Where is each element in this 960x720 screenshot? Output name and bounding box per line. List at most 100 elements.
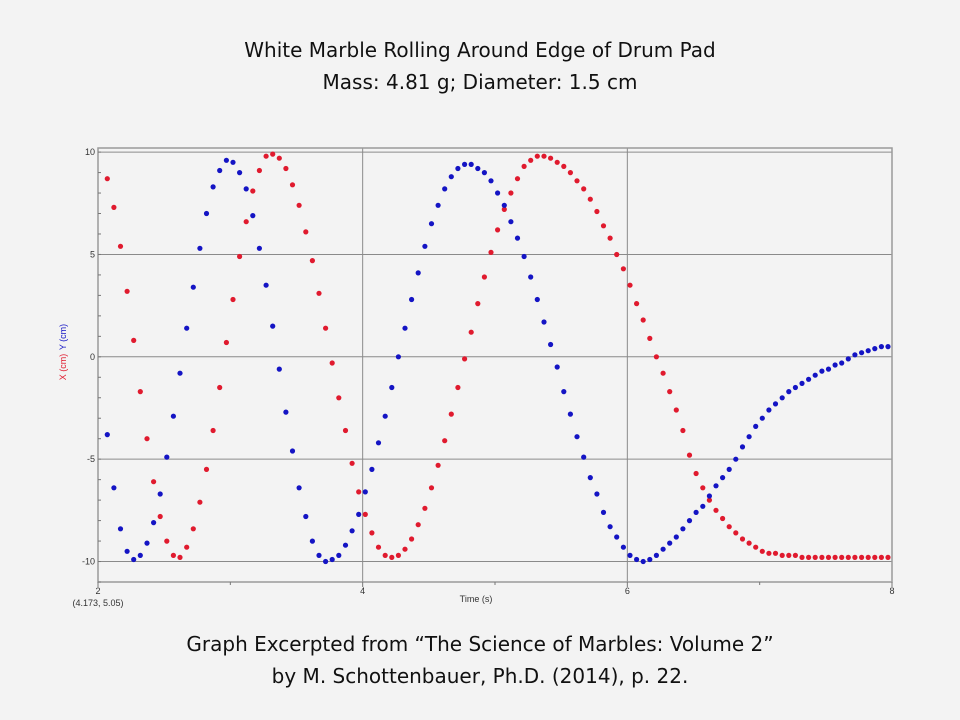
data-point — [700, 503, 706, 509]
data-point — [402, 546, 408, 552]
data-point — [634, 301, 640, 307]
data-point — [422, 243, 428, 249]
data-point — [779, 552, 785, 559]
data-point — [283, 409, 289, 415]
y-tick-label: 5 — [90, 249, 95, 259]
data-point — [210, 184, 216, 190]
chart-subtitle: Mass: 4.81 g; Diameter: 1.5 cm — [322, 70, 638, 94]
series-y — [104, 157, 891, 565]
data-point — [686, 518, 693, 524]
data-point — [561, 389, 567, 395]
data-point — [587, 196, 593, 202]
data-point — [640, 558, 646, 565]
data-point — [309, 258, 315, 264]
data-point — [111, 204, 117, 210]
data-point — [309, 538, 315, 544]
data-point — [369, 466, 375, 472]
data-point — [428, 221, 435, 227]
data-points — [104, 151, 891, 565]
data-point — [422, 505, 428, 511]
data-point — [296, 485, 302, 491]
data-point — [561, 163, 567, 169]
data-point — [217, 167, 223, 174]
data-point — [634, 556, 640, 563]
data-point — [686, 452, 693, 458]
data-point — [256, 167, 262, 174]
data-point — [852, 352, 858, 358]
data-point — [329, 360, 335, 366]
data-point — [170, 413, 176, 419]
data-point — [448, 411, 454, 417]
data-point — [607, 524, 613, 530]
data-point — [117, 526, 124, 532]
data-point — [521, 253, 527, 260]
data-point — [739, 444, 746, 450]
data-point — [574, 434, 580, 440]
data-point — [878, 344, 885, 350]
data-point — [508, 219, 514, 225]
data-point — [250, 213, 256, 219]
data-point — [323, 558, 329, 565]
data-point — [706, 497, 713, 503]
data-point — [878, 554, 885, 561]
data-point — [270, 151, 276, 157]
data-point — [766, 407, 772, 413]
data-point — [792, 384, 799, 391]
data-point — [428, 485, 435, 491]
data-point — [693, 509, 699, 515]
series-x — [104, 151, 891, 561]
data-point — [839, 554, 845, 561]
data-point — [475, 165, 481, 172]
data-point — [607, 235, 613, 241]
data-point — [184, 544, 190, 550]
data-point — [382, 413, 388, 419]
data-point — [865, 348, 871, 354]
data-point — [144, 436, 150, 442]
data-point — [620, 544, 627, 550]
data-point — [263, 282, 269, 288]
y-tick-label: -10 — [82, 557, 95, 567]
data-point — [488, 249, 494, 255]
data-point — [389, 384, 395, 391]
data-point — [541, 153, 547, 159]
data-point — [567, 170, 574, 176]
data-point — [746, 434, 752, 440]
data-point — [772, 401, 779, 407]
data-point — [574, 178, 580, 184]
data-point — [342, 542, 349, 548]
data-point — [726, 524, 732, 530]
data-point — [620, 266, 627, 272]
data-point — [614, 251, 620, 258]
data-point — [342, 427, 349, 434]
x-tick-label: 8 — [889, 586, 894, 596]
data-point — [759, 548, 765, 554]
data-point — [673, 407, 679, 413]
data-point — [806, 376, 812, 382]
data-point — [223, 339, 229, 346]
data-point — [197, 499, 203, 505]
chart-title: White Marble Rolling Around Edge of Drum… — [244, 38, 716, 62]
data-point — [548, 341, 554, 348]
data-point — [144, 540, 150, 546]
data-point — [799, 380, 805, 386]
data-point — [653, 552, 660, 559]
data-point — [276, 366, 282, 372]
data-point — [356, 489, 362, 495]
data-point — [151, 479, 157, 485]
data-point — [554, 159, 560, 165]
data-point — [462, 161, 468, 167]
data-point — [614, 534, 620, 540]
data-point — [415, 270, 421, 276]
data-point — [131, 556, 137, 563]
data-point — [845, 554, 851, 561]
data-point — [223, 157, 229, 163]
data-point — [832, 554, 838, 561]
data-point — [786, 552, 792, 559]
data-point — [726, 466, 732, 472]
footer-author: by M. Schottenbauer, Ph.D. (2014), p. 22… — [271, 664, 689, 688]
data-point — [329, 556, 335, 563]
data-point — [250, 188, 256, 194]
data-point — [131, 337, 137, 343]
data-point — [415, 522, 421, 528]
